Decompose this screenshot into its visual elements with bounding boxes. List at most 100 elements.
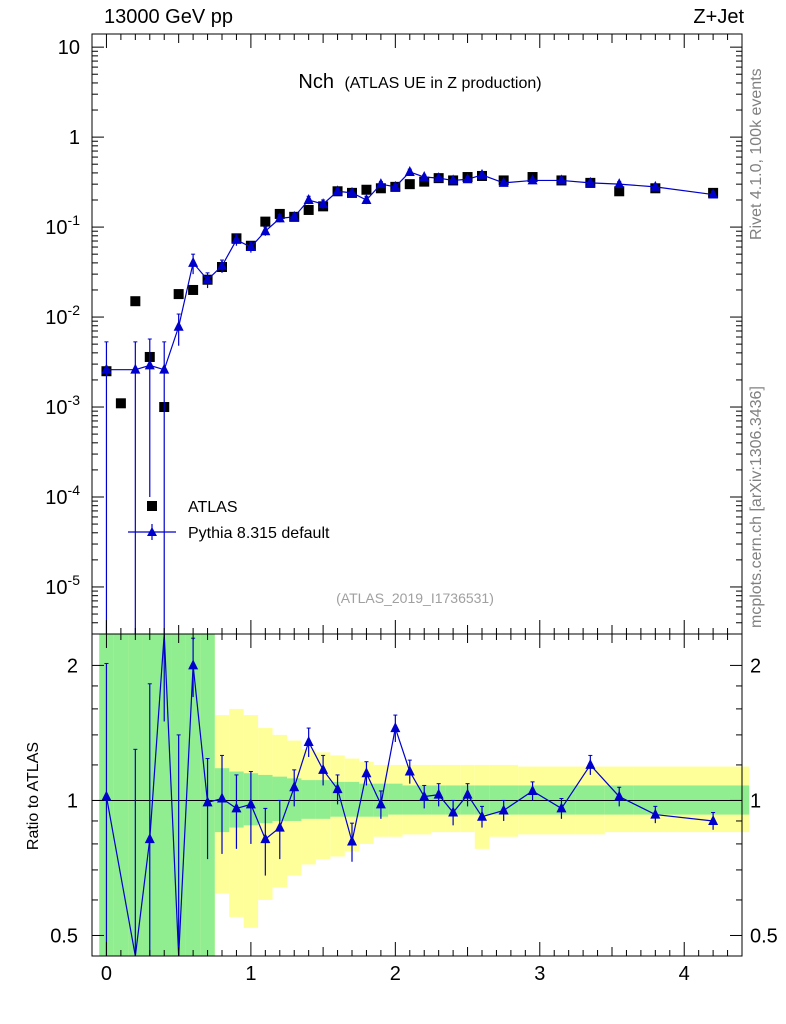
atlas-data-point <box>419 176 430 187</box>
ratio-data-point <box>245 798 256 809</box>
pythia-data-point <box>433 172 444 183</box>
pythia-data-point <box>361 194 372 205</box>
tick-base: 10 <box>58 37 80 59</box>
ratio-y-tick-label-right: 2 <box>750 655 761 677</box>
pythia-data-point <box>614 178 625 189</box>
ratio-data-point <box>318 763 329 774</box>
pythia-data-point <box>477 168 487 179</box>
ratio-band-inner <box>301 780 316 819</box>
ratio-y-tick-label-left: 1 <box>67 790 78 812</box>
atlas-data-point <box>130 296 141 307</box>
pythia-data-point <box>217 259 227 270</box>
pythia-data-point <box>556 174 567 185</box>
top-y-tick-label: 10-4 <box>45 482 80 509</box>
pythia-data-point <box>332 185 343 196</box>
top-y-tick-label: 10-1 <box>45 212 80 239</box>
atlas-data-point <box>404 179 415 190</box>
atlas-data-point <box>375 183 386 194</box>
pythia-data-point <box>130 363 141 374</box>
tick-exponent: -1 <box>68 212 81 228</box>
pythia-data-point <box>274 212 285 223</box>
atlas-data-point <box>361 184 372 195</box>
legend-pythia-marker <box>147 527 157 536</box>
pythia-data-point <box>375 178 386 189</box>
tick-base: 10 <box>45 577 67 599</box>
pythia-data-point <box>231 233 242 244</box>
ratio-data-point <box>477 810 487 821</box>
header-energy-label: 13000 GeV pp <box>104 6 233 28</box>
pythia-data-point <box>708 188 719 199</box>
top-y-tick-label: 1 <box>69 127 80 149</box>
ratio-y-tick-label-left: 0.5 <box>50 925 78 947</box>
ratio-data-point <box>708 814 719 825</box>
ratio-band-inner <box>113 634 129 956</box>
pythia-data-point <box>585 176 596 187</box>
tick-exponent: -5 <box>68 572 81 588</box>
ratio-data-point <box>188 659 199 670</box>
ratio-band-inner <box>388 783 403 815</box>
atlas-data-point <box>173 289 184 300</box>
x-tick-label: 1 <box>245 963 256 985</box>
tick-base: 10 <box>45 487 67 509</box>
atlas-data-point <box>115 398 126 409</box>
ratio-data-point <box>433 788 444 799</box>
ratio-data-point <box>274 821 285 832</box>
pythia-data-point <box>650 180 661 191</box>
ratio-data-point <box>347 835 357 846</box>
ratio-data-point <box>101 790 112 801</box>
ratio-data-point <box>462 788 473 799</box>
ratio-data-point <box>419 790 430 801</box>
ratio-y-tick-label-right: 1 <box>750 790 761 812</box>
atlas-data-point <box>260 216 271 227</box>
pythia-data-point <box>101 363 112 374</box>
tick-base: 10 <box>45 397 67 419</box>
chart-title: Nch <box>298 71 334 93</box>
pythia-data-point <box>144 359 155 370</box>
ratio-data-point <box>527 784 538 795</box>
ratio-data-point <box>144 833 155 844</box>
pythia-data-point <box>260 225 271 236</box>
pythia-data-point <box>527 174 538 185</box>
ratio-data-point <box>202 796 213 807</box>
ratio-data-point <box>303 735 314 746</box>
pythia-data-point <box>390 180 401 191</box>
header-process-label: Z+Jet <box>693 6 744 28</box>
pythia-data-point <box>462 173 473 184</box>
x-tick-label: 3 <box>534 963 545 985</box>
ratio-band-inner <box>185 634 201 956</box>
ratio-data-point <box>650 808 661 819</box>
main-plot-area <box>101 165 719 634</box>
ratio-data-point <box>448 806 459 817</box>
ratio-data-point <box>404 765 415 776</box>
pythia-series-line <box>106 171 714 371</box>
atlas-data-point <box>614 186 625 197</box>
ratio-data-point <box>217 792 227 803</box>
chart-title-group: Nch (ATLAS UE in Z production) <box>298 71 541 93</box>
pythia-data-point <box>498 176 509 187</box>
pythia-data-point <box>289 210 300 221</box>
ratio-plot-frame <box>91 633 743 957</box>
pythia-data-point <box>419 171 430 182</box>
ratio-data-point <box>361 767 372 778</box>
ratio-band-inner <box>344 781 360 817</box>
ratio-data-point <box>498 804 509 815</box>
pythia-data-point <box>173 320 184 331</box>
ratio-data-point <box>585 758 596 769</box>
ratio-plot-area <box>92 633 750 957</box>
x-tick-label: 4 <box>679 963 690 985</box>
pythia-data-point <box>159 363 170 374</box>
pythia-data-point <box>448 174 459 185</box>
main-plot-frame <box>91 33 743 635</box>
analysis-ref-label: (ATLAS_2019_I1736531) <box>336 590 494 606</box>
pythia-data-point <box>404 165 415 176</box>
atlas-data-point <box>188 284 199 295</box>
legend-atlas-marker <box>147 501 157 511</box>
pythia-data-point <box>202 273 213 284</box>
ratio-band-inner <box>258 774 273 824</box>
ratio-data-point <box>614 790 625 801</box>
top-y-tick-label: 10-5 <box>45 572 80 599</box>
tick-base: 1 <box>69 127 80 149</box>
top-y-tick-label: 10-3 <box>45 392 80 419</box>
top-y-tick-label: 10 <box>58 37 80 59</box>
